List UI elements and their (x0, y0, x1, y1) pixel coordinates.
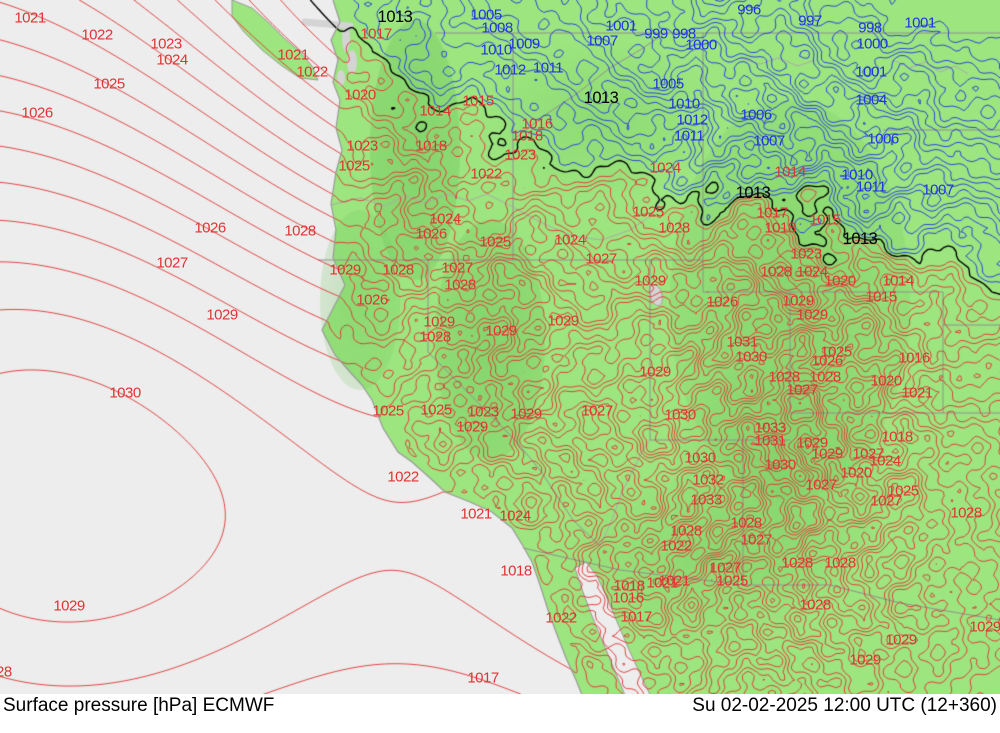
footer-product-title: Surface pressure [hPa] ECMWF (3, 695, 275, 716)
pressure-contour-canvas (0, 0, 1000, 694)
footer-bar: Surface pressure [hPa] ECMWF Su 02-02-20… (0, 694, 1000, 733)
map-area: 1021 1022 1023 1024 1025 1026 1021 1022 1017 1020… (0, 0, 1000, 694)
footer-valid-time: Su 02-02-2025 12:00 UTC (12+360) (692, 695, 997, 716)
